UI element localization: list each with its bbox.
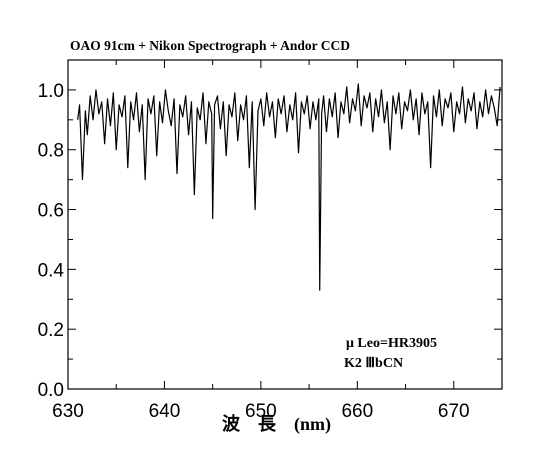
chart-title: OAO 91cm + Nikon Spectrograph + Andor CC… xyxy=(70,38,350,53)
spectral-type-annotation: K2 ⅢbCN xyxy=(344,356,403,371)
tick-layer: 630 640 650 660 670 0.0 0.2 0.4 0.6 0.8 1.0 xyxy=(38,59,503,422)
series-layer xyxy=(77,83,501,291)
x-tick-label: 660 xyxy=(341,401,373,422)
x-tick-label: 650 xyxy=(245,401,277,422)
plot-frame xyxy=(67,59,503,390)
y-tick-label: 0.0 xyxy=(38,380,64,401)
x-axis-label: 波 長 (nm) xyxy=(222,413,331,435)
y-tick-label: 0.2 xyxy=(38,320,64,341)
y-tick-label: 0.6 xyxy=(38,201,64,222)
y-tick-label: 1.0 xyxy=(38,81,64,102)
spectrum-line xyxy=(77,83,501,291)
x-tick-label: 630 xyxy=(52,401,84,422)
x-tick-label: 670 xyxy=(438,401,470,422)
star-name-annotation: μ Leo=HR3905 xyxy=(346,336,437,351)
y-tick-label: 0.8 xyxy=(38,141,64,162)
x-tick-label: 640 xyxy=(149,401,181,422)
y-tick-label: 0.4 xyxy=(38,260,65,281)
